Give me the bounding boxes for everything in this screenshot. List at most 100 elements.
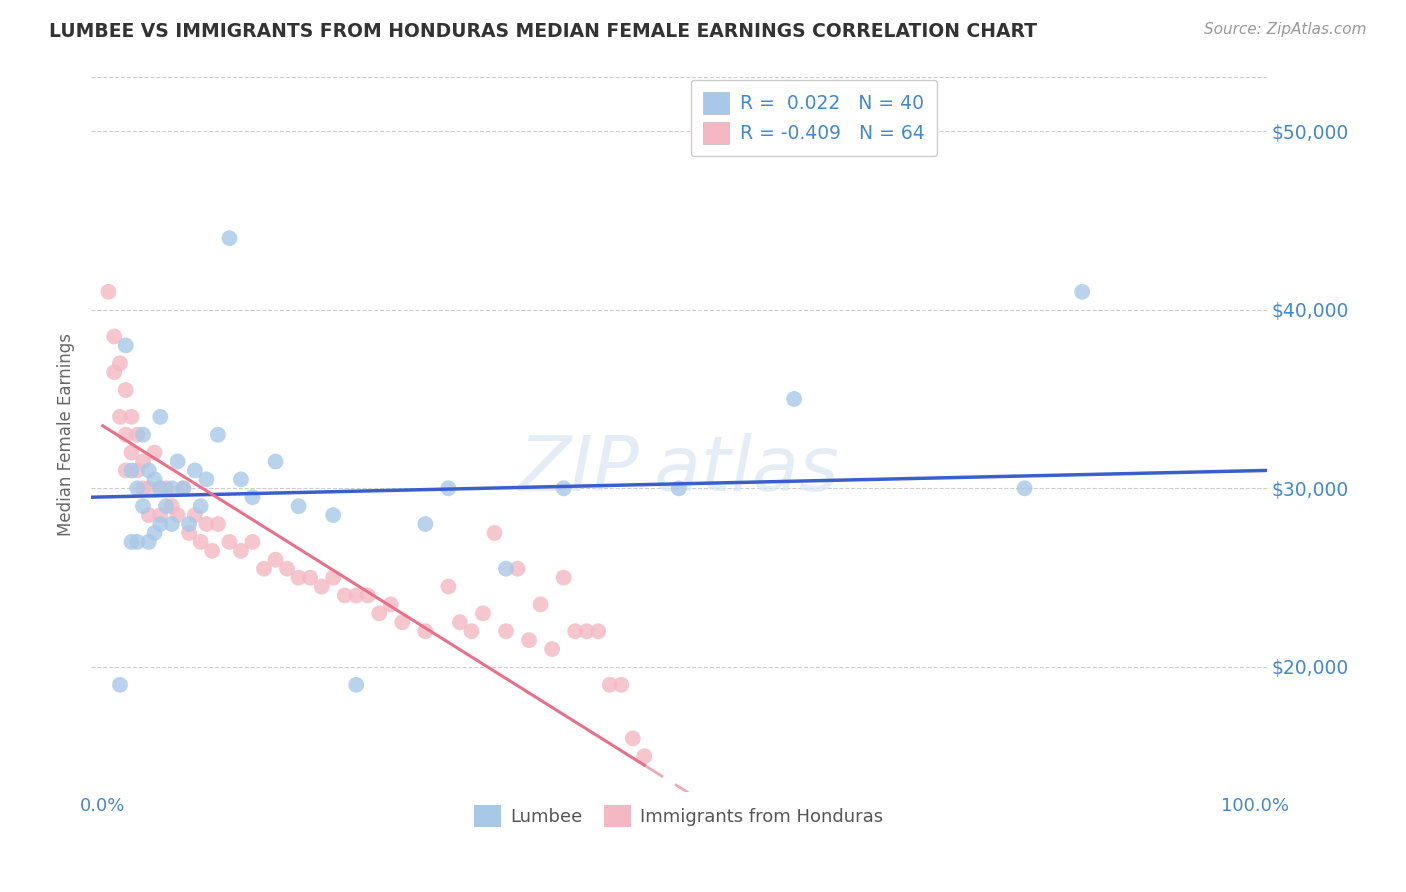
Point xyxy=(138,481,160,495)
Point xyxy=(322,571,344,585)
Point xyxy=(1014,481,1036,495)
Point xyxy=(264,553,287,567)
Text: ZIP atlas: ZIP atlas xyxy=(519,434,839,508)
Point xyxy=(121,445,143,459)
Point xyxy=(529,598,551,612)
Point xyxy=(1071,285,1094,299)
Point xyxy=(218,231,240,245)
Point xyxy=(437,481,460,495)
Point xyxy=(207,427,229,442)
Point xyxy=(108,678,131,692)
Point xyxy=(114,427,136,442)
Point xyxy=(138,508,160,522)
Point xyxy=(495,562,517,576)
Point xyxy=(166,454,188,468)
Point xyxy=(132,481,155,495)
Point xyxy=(506,562,529,576)
Point xyxy=(149,516,172,531)
Point xyxy=(287,571,309,585)
Point xyxy=(149,409,172,424)
Text: Source: ZipAtlas.com: Source: ZipAtlas.com xyxy=(1204,22,1367,37)
Point xyxy=(472,607,495,621)
Point xyxy=(564,624,586,639)
Point xyxy=(195,472,218,486)
Point xyxy=(127,481,149,495)
Point xyxy=(242,490,264,504)
Point xyxy=(437,580,460,594)
Point xyxy=(160,516,183,531)
Point xyxy=(287,499,309,513)
Point xyxy=(517,633,540,648)
Point xyxy=(264,454,287,468)
Point xyxy=(229,472,252,486)
Point xyxy=(299,571,322,585)
Point xyxy=(155,499,177,513)
Point xyxy=(184,508,207,522)
Point xyxy=(207,516,229,531)
Point xyxy=(333,589,356,603)
Point xyxy=(127,534,149,549)
Point xyxy=(415,516,437,531)
Point xyxy=(541,642,564,657)
Point xyxy=(121,409,143,424)
Point xyxy=(149,481,172,495)
Point xyxy=(229,544,252,558)
Point xyxy=(138,463,160,477)
Point xyxy=(218,534,240,549)
Point xyxy=(553,571,575,585)
Point xyxy=(172,481,194,495)
Point xyxy=(575,624,598,639)
Point xyxy=(108,409,131,424)
Point xyxy=(190,499,212,513)
Point xyxy=(368,607,391,621)
Point xyxy=(357,589,380,603)
Point xyxy=(783,392,806,406)
Point xyxy=(190,534,212,549)
Point xyxy=(195,516,218,531)
Point xyxy=(449,615,471,630)
Point xyxy=(132,454,155,468)
Point xyxy=(668,481,690,495)
Point xyxy=(599,678,621,692)
Point xyxy=(132,427,155,442)
Point xyxy=(242,534,264,549)
Point xyxy=(149,508,172,522)
Point xyxy=(201,544,224,558)
Point xyxy=(415,624,437,639)
Point xyxy=(143,445,166,459)
Legend: Lumbee, Immigrants from Honduras: Lumbee, Immigrants from Honduras xyxy=(467,798,891,834)
Text: LUMBEE VS IMMIGRANTS FROM HONDURAS MEDIAN FEMALE EARNINGS CORRELATION CHART: LUMBEE VS IMMIGRANTS FROM HONDURAS MEDIA… xyxy=(49,22,1038,41)
Point xyxy=(172,481,194,495)
Point xyxy=(344,678,367,692)
Point xyxy=(103,365,125,379)
Point xyxy=(97,285,120,299)
Point xyxy=(633,749,655,764)
Point xyxy=(160,481,183,495)
Point xyxy=(143,525,166,540)
Point xyxy=(495,624,517,639)
Point xyxy=(155,481,177,495)
Point xyxy=(132,499,155,513)
Point xyxy=(553,481,575,495)
Point xyxy=(380,598,402,612)
Point xyxy=(322,508,344,522)
Point xyxy=(177,516,200,531)
Point xyxy=(166,508,188,522)
Point xyxy=(160,499,183,513)
Point xyxy=(149,481,172,495)
Point xyxy=(184,463,207,477)
Point xyxy=(127,427,149,442)
Point xyxy=(114,463,136,477)
Point xyxy=(103,329,125,343)
Point xyxy=(177,525,200,540)
Point xyxy=(114,383,136,397)
Point xyxy=(460,624,482,639)
Point xyxy=(311,580,333,594)
Point xyxy=(391,615,413,630)
Point xyxy=(276,562,298,576)
Point xyxy=(253,562,276,576)
Point xyxy=(586,624,609,639)
Point xyxy=(484,525,506,540)
Point xyxy=(138,534,160,549)
Point xyxy=(621,731,644,746)
